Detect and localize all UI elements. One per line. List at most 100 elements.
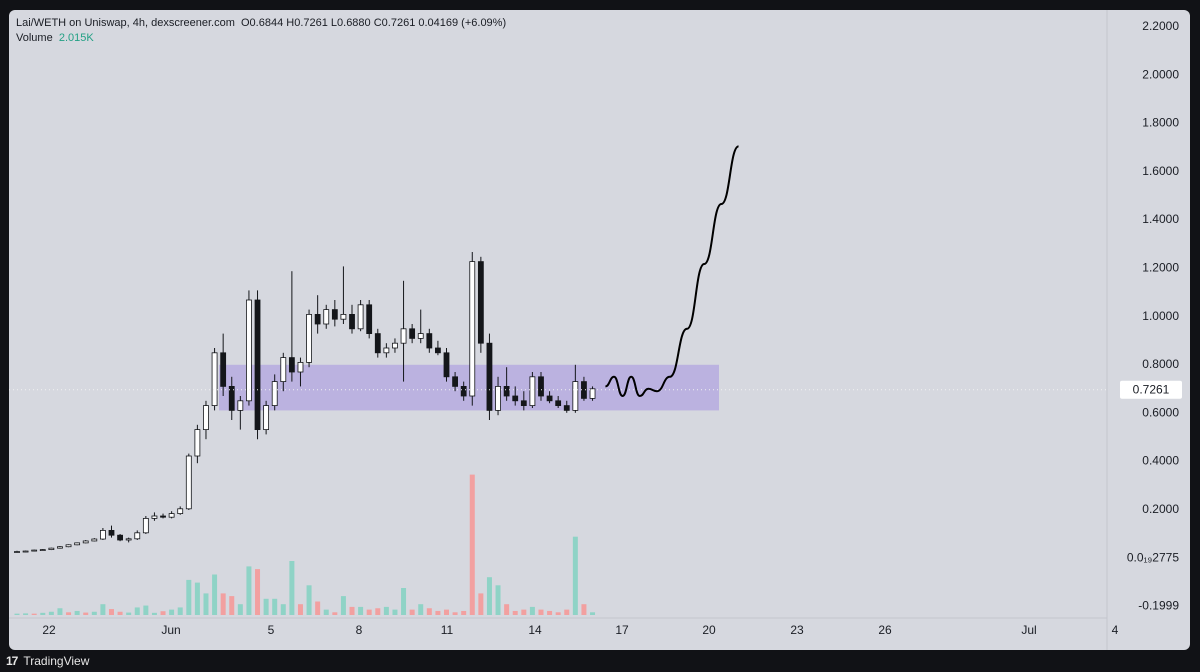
price-axis-label: 0.4000 <box>1142 454 1179 468</box>
volume-bar <box>108 609 114 615</box>
volume-bar <box>538 609 544 615</box>
volume-bar <box>590 612 596 615</box>
volume-bar <box>409 609 415 615</box>
time-axis-label: 8 <box>356 623 363 637</box>
volume-bar <box>203 593 209 615</box>
volume-bar <box>83 612 89 615</box>
candle-up <box>134 532 141 540</box>
volume-bar <box>23 613 29 615</box>
candle-down <box>220 352 227 387</box>
projection-curve <box>605 145 740 398</box>
ohlc-values: O0.6844 H0.7261 L0.6880 C0.7261 0.04169 … <box>241 17 507 29</box>
volume-bar <box>48 611 54 615</box>
volume-bar <box>297 604 303 615</box>
volume-bar <box>169 609 175 615</box>
volume-bar <box>74 610 80 615</box>
candle-down <box>117 534 123 541</box>
candle-down <box>314 313 321 325</box>
volume-bar <box>332 612 338 615</box>
candle-up <box>39 549 46 551</box>
volume-bar <box>237 604 243 615</box>
candle-down <box>563 405 570 411</box>
time-axis-label: 4 <box>1112 623 1119 637</box>
volume-bar <box>229 596 235 615</box>
candle-up <box>48 547 55 550</box>
candle-down <box>160 515 166 518</box>
price-axis-label: 0.0₁₉2775 <box>1127 550 1180 564</box>
volume-bar <box>151 612 157 615</box>
volume-bar <box>495 585 501 615</box>
candle-down <box>254 299 261 431</box>
price-axis-label: 0.8000 <box>1142 357 1179 371</box>
candle-up <box>400 328 407 344</box>
time-axis-label: 23 <box>790 623 804 637</box>
volume-bar <box>401 588 407 615</box>
volume-bar <box>194 582 200 615</box>
tradingview-footer: 17 TradingView <box>6 652 89 670</box>
volume-bar <box>392 609 398 615</box>
pair-ohlc-line: Lai/WETH on Uniswap, 4h, dexscreener.com… <box>16 16 506 31</box>
price-axis-label: 1.8000 <box>1142 116 1179 130</box>
candle-down <box>349 313 355 330</box>
candle-down <box>435 347 441 354</box>
pair-title: Lai/WETH on Uniswap, 4h, dexscreener.com <box>16 17 235 29</box>
candle-up <box>323 309 330 325</box>
volume-bar <box>555 612 561 615</box>
volume-bar <box>349 606 355 615</box>
candle-down <box>546 395 553 402</box>
time-axis-label: 26 <box>878 623 892 637</box>
volume-bar <box>435 610 441 615</box>
volume-bar <box>255 569 261 615</box>
volume-bar <box>323 609 329 615</box>
volume-bar <box>469 474 475 615</box>
candle-up <box>31 549 38 552</box>
candle-down <box>366 304 373 334</box>
time-axis-label: Jul <box>1021 623 1036 637</box>
candle-up <box>383 347 390 354</box>
candle-up <box>572 381 579 411</box>
current-price-label: 0.7261 <box>1133 383 1170 397</box>
volume-bar <box>143 605 149 615</box>
candle-up <box>246 299 252 402</box>
volume-bar <box>564 609 570 615</box>
candle-down <box>409 328 416 339</box>
candle-up <box>211 352 218 406</box>
candle-down <box>288 357 295 373</box>
candle-down <box>443 352 450 378</box>
candle-up <box>65 544 72 548</box>
volume-bar <box>444 609 449 615</box>
time-axis-label: 20 <box>702 623 716 637</box>
candle-up <box>469 261 476 397</box>
candle-down <box>426 333 433 349</box>
candle-down <box>108 530 115 536</box>
time-axis-label: 14 <box>528 623 542 637</box>
candle-up <box>203 405 209 431</box>
candle-up <box>340 313 347 320</box>
candle-down <box>520 400 527 406</box>
time-axis-label: Jun <box>161 623 180 637</box>
volume-bar <box>40 612 46 615</box>
price-chart[interactable]: 2.2000 2.0000 1.8000 1.6000 1.4000 1.2000 1.00… <box>9 10 1190 650</box>
candle-down <box>452 376 458 387</box>
price-axis-label: 2.0000 <box>1142 67 1179 81</box>
candle-up <box>74 542 81 546</box>
candle-down <box>374 333 381 354</box>
candle-up <box>280 357 287 383</box>
price-axis-label: 1.6000 <box>1142 164 1179 178</box>
candle-up <box>529 376 536 406</box>
candle-up <box>589 388 596 399</box>
candle-down <box>477 261 484 344</box>
candle-up <box>495 385 501 411</box>
volume-bar <box>426 608 432 615</box>
candle-down <box>538 376 544 397</box>
candle-up <box>22 550 29 553</box>
volume-bar <box>547 610 553 615</box>
volume-bar <box>186 579 192 615</box>
candle-up <box>14 551 20 553</box>
volume-bar <box>315 601 321 615</box>
volume-bar <box>91 611 97 615</box>
time-axis-label: 11 <box>441 623 454 637</box>
volume-bar <box>418 604 424 615</box>
candle-up <box>357 304 364 330</box>
price-axis-label: 1.2000 <box>1142 261 1179 275</box>
